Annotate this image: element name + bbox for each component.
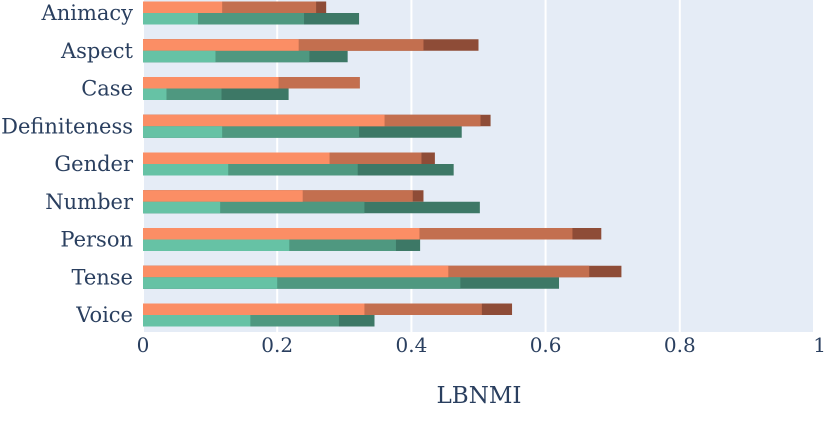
x-tick-label: 1: [813, 333, 826, 357]
x-tick-label: 0.4: [395, 333, 427, 357]
category-label-voice: Voice: [75, 303, 133, 327]
x-tick-label: 0.8: [664, 333, 696, 357]
bar-tense-lower-2: [143, 277, 461, 289]
bar-case-upper-1: [143, 77, 279, 89]
category-label-case: Case: [81, 77, 133, 101]
bar-definiteness-lower-2: [143, 126, 360, 138]
bars: [143, 1, 622, 327]
category-labels: Animacy Aspect Case Definiteness Gender Numbe…: [1, 1, 134, 327]
x-tick-label: 0.6: [530, 333, 562, 357]
category-label-aspect: Aspect: [60, 39, 134, 63]
category-label-person: Person: [60, 228, 133, 252]
x-axis-title: LBNMI: [437, 383, 522, 409]
bar-tense-lower-1: [143, 277, 278, 289]
category-label-gender: Gender: [54, 152, 134, 176]
category-label-number: Number: [45, 190, 134, 214]
bar-number-lower-2: [143, 201, 365, 214]
bar-number-upper-1: [143, 190, 303, 202]
bar-animacy-lower-2: [143, 13, 305, 25]
bar-animacy-upper-2: [143, 1, 317, 13]
bar-gender-lower-2: [143, 164, 358, 176]
x-tick-labels: 0 0.2 0.4 0.6 0.8 1: [137, 333, 826, 357]
bar-tense-upper-1: [143, 265, 449, 278]
bar-person-lower-1: [143, 239, 290, 251]
category-label-tense: Tense: [71, 265, 133, 289]
x-tick-label: 0.2: [261, 333, 293, 357]
bar-aspect-lower-2: [143, 50, 310, 63]
bar-gender-upper-1: [143, 152, 330, 164]
bar-animacy-upper-1: [143, 1, 223, 13]
bar-case-lower-1: [143, 88, 167, 100]
bar-number-lower-1: [143, 201, 221, 214]
category-label-definiteness: Definiteness: [1, 114, 133, 138]
bar-aspect-lower-1: [143, 50, 216, 63]
bar-voice-upper-1: [143, 303, 365, 315]
bar-person-upper-1: [143, 228, 420, 240]
bar-definiteness-lower-1: [143, 126, 223, 138]
x-tick-label: 0: [137, 333, 150, 357]
category-label-animacy: Animacy: [41, 1, 134, 25]
bar-voice-lower-1: [143, 315, 251, 327]
bar-case-lower-2: [143, 88, 222, 100]
bar-animacy-lower-1: [143, 13, 199, 25]
bar-aspect-upper-1: [143, 39, 299, 51]
bar-definiteness-upper-1: [143, 114, 385, 127]
bar-gender-lower-1: [143, 164, 229, 176]
